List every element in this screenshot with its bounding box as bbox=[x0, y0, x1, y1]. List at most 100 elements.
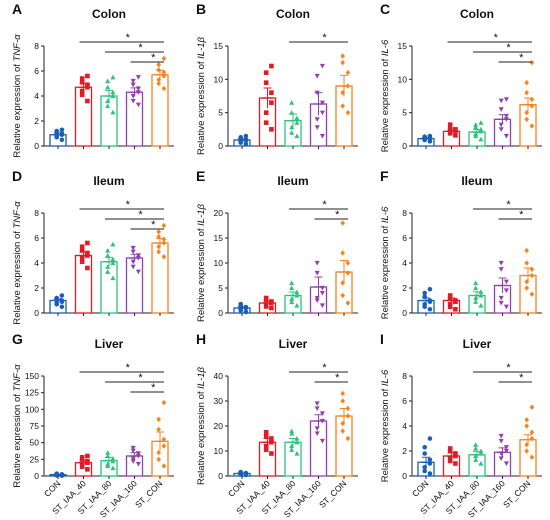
y-axis-label: Relative expression of IL-1β bbox=[196, 366, 207, 484]
bar bbox=[151, 74, 169, 147]
y-axis-label-gene: IL-6 bbox=[380, 369, 391, 386]
y-axis-label-prefix: Relative expression of bbox=[12, 228, 23, 324]
y-tick-label: 4 bbox=[34, 258, 39, 268]
data-point bbox=[110, 109, 116, 115]
panel-title: Colon bbox=[460, 7, 494, 21]
data-point bbox=[340, 390, 345, 397]
data-point bbox=[294, 115, 300, 121]
data-point bbox=[105, 103, 111, 109]
data-point bbox=[529, 404, 535, 411]
y-axis-label: Relative expression of IL-6 bbox=[380, 39, 391, 152]
data-point bbox=[314, 431, 320, 437]
panel-h: H Liver Relative expression of IL-1β 0 10 20 3… bbox=[196, 331, 358, 519]
y-tick-label: 15 bbox=[398, 41, 408, 51]
data-point bbox=[473, 457, 479, 462]
x-tick-label: ST_CON bbox=[501, 478, 532, 509]
data-point bbox=[289, 124, 295, 130]
data-point bbox=[503, 97, 509, 102]
data-point bbox=[156, 228, 161, 235]
data-point bbox=[105, 461, 111, 467]
data-point bbox=[263, 433, 269, 439]
y-tick-label: 2 bbox=[402, 283, 407, 293]
data-point bbox=[110, 275, 116, 281]
y-tick-label: 10 bbox=[214, 74, 224, 84]
data-point bbox=[105, 84, 111, 90]
data-point bbox=[498, 438, 504, 444]
data-point bbox=[289, 430, 295, 436]
y-tick-label: 0 bbox=[402, 308, 407, 318]
y-axis-label-gene: TNF-α bbox=[12, 34, 23, 62]
y-tick-label: 0 bbox=[218, 141, 223, 151]
y-tick-label: 8 bbox=[34, 208, 39, 218]
data-point bbox=[473, 285, 479, 291]
data-point bbox=[314, 270, 320, 276]
data-point bbox=[79, 248, 85, 253]
data-point bbox=[319, 110, 325, 116]
data-point bbox=[243, 309, 249, 315]
panel-b: B Colon Relative expression of IL-1β 0 5 10 15… bbox=[196, 1, 358, 155]
y-axis-label-prefix: Relative expression of bbox=[196, 59, 207, 155]
y-axis-label: Relative expression of IL-1β bbox=[196, 203, 207, 321]
data-point bbox=[319, 411, 325, 417]
data-point bbox=[422, 451, 428, 456]
data-point bbox=[314, 401, 320, 407]
significance-star: * bbox=[335, 209, 340, 221]
panel-letter: A bbox=[12, 1, 22, 17]
y-tick-label: 6 bbox=[402, 396, 407, 406]
data-point bbox=[79, 455, 85, 460]
y-tick-label: 25 bbox=[30, 454, 40, 464]
significance-star: * bbox=[494, 32, 499, 44]
panel-f: F Ileum Relative expression of IL-6 0 2 4 6 8 * * bbox=[380, 168, 542, 319]
x-tick-label: CON bbox=[410, 478, 430, 498]
y-tick-label: 15 bbox=[214, 233, 224, 243]
data-point bbox=[79, 92, 85, 98]
y-axis-label-gene: IL-1β bbox=[196, 203, 207, 225]
y-tick-label: 0 bbox=[402, 141, 407, 151]
data-point bbox=[156, 426, 161, 433]
data-point bbox=[340, 250, 345, 256]
y-tick-label: 125 bbox=[25, 388, 39, 398]
data-point bbox=[314, 260, 320, 266]
data-point bbox=[473, 299, 479, 304]
data-point bbox=[130, 448, 136, 454]
data-point bbox=[161, 222, 167, 229]
data-point bbox=[422, 468, 428, 474]
y-axis-label-prefix: Relative expression of bbox=[380, 223, 391, 319]
data-point bbox=[524, 89, 529, 96]
significance-star: * bbox=[126, 32, 131, 44]
data-point bbox=[156, 243, 161, 250]
panel-letter: F bbox=[380, 168, 389, 184]
data-point bbox=[263, 120, 269, 125]
data-point bbox=[263, 70, 269, 75]
data-point bbox=[447, 446, 453, 451]
data-point bbox=[105, 78, 111, 84]
data-point bbox=[105, 98, 111, 104]
data-point bbox=[135, 75, 141, 80]
data-point bbox=[156, 248, 161, 255]
data-point bbox=[498, 433, 504, 439]
significance-star: * bbox=[138, 209, 143, 221]
significance-star: * bbox=[322, 362, 327, 374]
data-point bbox=[503, 279, 509, 285]
data-point bbox=[294, 302, 300, 308]
data-point bbox=[503, 448, 509, 454]
panel-letter: B bbox=[196, 1, 206, 17]
significance-star: * bbox=[506, 362, 511, 374]
significance-star: * bbox=[126, 199, 131, 211]
data-point bbox=[340, 428, 345, 434]
data-point bbox=[243, 133, 249, 139]
data-point bbox=[529, 454, 535, 461]
significance-star: * bbox=[519, 209, 524, 221]
data-point bbox=[524, 448, 529, 454]
y-tick-label: 0 bbox=[34, 308, 39, 318]
data-point bbox=[319, 133, 325, 139]
data-point bbox=[345, 69, 351, 76]
data-point bbox=[110, 465, 116, 471]
data-point bbox=[243, 141, 249, 147]
y-axis-label-prefix: Relative expression of bbox=[380, 386, 391, 482]
data-point bbox=[529, 291, 535, 298]
data-point bbox=[135, 269, 141, 275]
data-point bbox=[498, 267, 504, 272]
panel-d: D Ileum Relative expression of TNF-α 0 2 4 6 8 *… bbox=[12, 168, 174, 325]
